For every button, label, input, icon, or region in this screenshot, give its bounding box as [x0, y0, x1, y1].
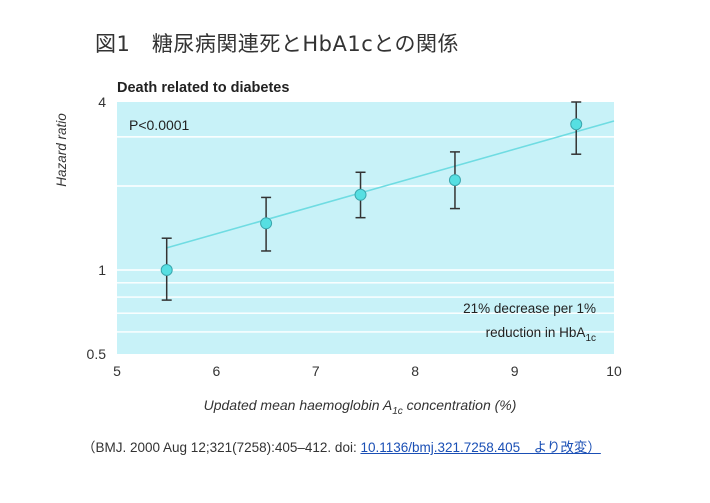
annotation-line-1: 21% decrease per 1%: [463, 301, 596, 316]
doi-link[interactable]: 10.1136/bmj.321.7258.405 より改変）: [360, 440, 601, 455]
y-tick-label: 4: [98, 94, 106, 110]
x-tick-labels: 5 6 7 8 9 10: [113, 363, 622, 379]
data-point: [260, 217, 273, 230]
citation-prefix: （BMJ. 2000 Aug 12;321(7258):405–412. doi…: [82, 440, 361, 455]
p-value-label: P<0.0001: [129, 117, 190, 133]
chart-title: Death related to diabetes: [117, 80, 289, 96]
x-tick-label: 8: [411, 363, 419, 379]
x-tick-label: 6: [213, 363, 221, 379]
y-tick-label: 1: [98, 262, 106, 278]
y-axis-label: Hazard ratio: [54, 113, 69, 187]
x-tick-label: 9: [511, 363, 519, 379]
figure-title: 図1 糖尿病関連死とHbA1cとの関係: [95, 32, 460, 56]
y-tick-labels: 0.5 1 4: [87, 94, 107, 362]
annotation-line-2: reduction in HbA1c: [486, 325, 596, 344]
x-tick-label: 7: [312, 363, 320, 379]
y-tick-label: 0.5: [87, 346, 107, 362]
data-point: [160, 264, 173, 276]
data-point: [354, 188, 367, 201]
citation: （BMJ. 2000 Aug 12;321(7258):405–412. doi…: [82, 436, 601, 456]
plot-area: [117, 102, 614, 354]
data-point: [570, 118, 583, 131]
x-tick-label: 10: [606, 363, 622, 379]
trend-line: [166, 120, 615, 249]
x-tick-label: 5: [113, 363, 121, 379]
data-point: [448, 174, 461, 187]
grid-lines: [117, 136, 614, 333]
x-axis-label: Updated mean haemoglobin A1c concentrati…: [204, 397, 517, 417]
hazard-ratio-chart: Death related to diabetes P<0.0001 21% d…: [54, 80, 622, 417]
data-points: [160, 118, 583, 276]
